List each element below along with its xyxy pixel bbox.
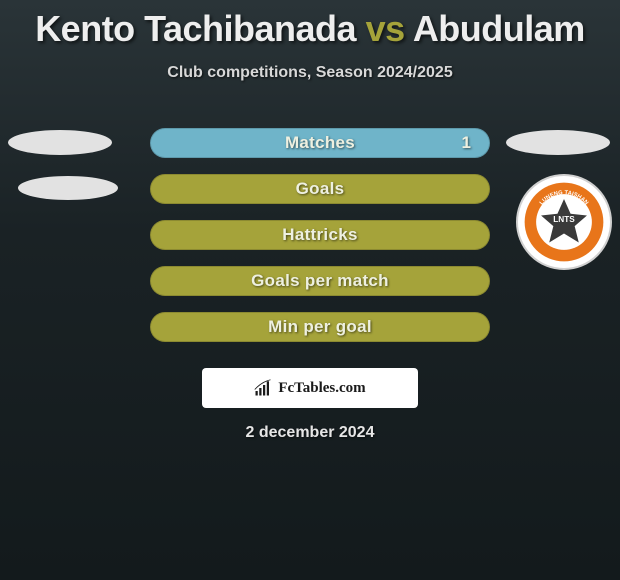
stat-label: Goals <box>296 179 345 199</box>
stat-label: Matches <box>285 133 355 153</box>
stat-row: Hattricks <box>10 212 610 258</box>
stat-bar: Matches 1 <box>150 128 490 158</box>
stat-bar: Goals <box>150 174 490 204</box>
stat-value: 1 <box>462 133 471 153</box>
stat-bar: Hattricks <box>150 220 490 250</box>
stat-row: Goals <box>10 166 610 212</box>
stat-bar: Goals per match <box>150 266 490 296</box>
vs-label: vs <box>366 8 405 49</box>
date-label: 2 december 2024 <box>0 424 620 442</box>
stat-row: Matches 1 <box>10 120 610 166</box>
brand-footer[interactable]: FcTables.com <box>202 368 418 408</box>
page-title: Kento Tachibanada vs Abudulam <box>0 0 620 50</box>
stat-bar: Min per goal <box>150 312 490 342</box>
signal-icon <box>254 379 272 397</box>
stat-row: Min per goal <box>10 304 610 350</box>
stat-label: Hattricks <box>282 225 357 245</box>
player1-name: Kento Tachibanada <box>35 8 356 49</box>
player2-name: Abudulam <box>413 8 585 49</box>
brand-text: FcTables.com <box>278 380 365 397</box>
stats-area: LNTS LUNENG TAISHAN Matches1GoalsHattric… <box>0 120 620 350</box>
subtitle: Club competitions, Season 2024/2025 <box>0 64 620 82</box>
stat-row: Goals per match <box>10 258 610 304</box>
stat-label: Goals per match <box>251 271 389 291</box>
stat-label: Min per goal <box>268 317 372 337</box>
